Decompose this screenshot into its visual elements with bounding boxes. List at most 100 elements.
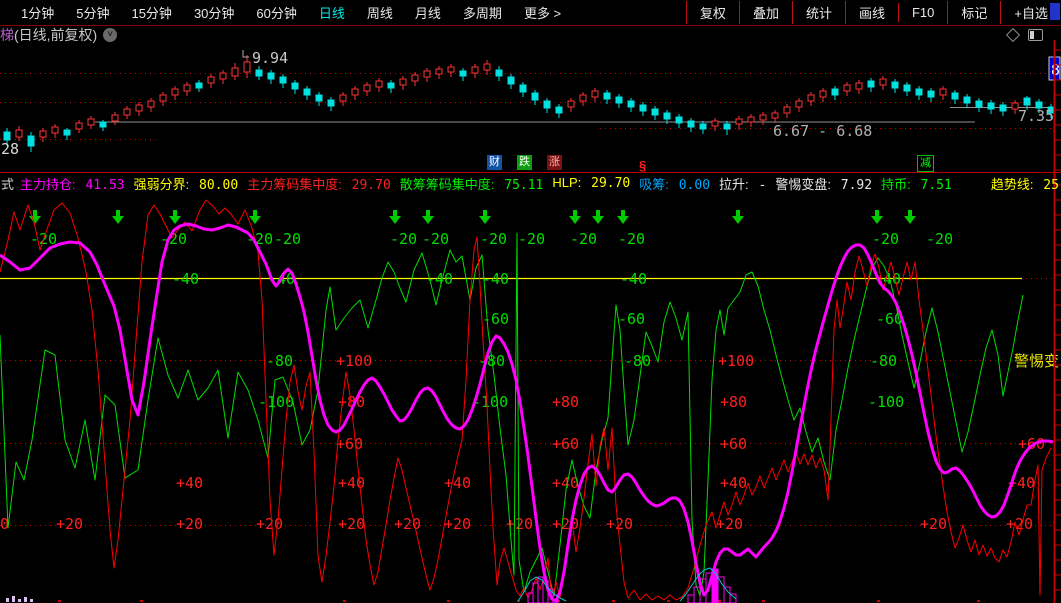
svg-text:+20: +20 <box>56 515 83 533</box>
period-tab-60分钟[interactable]: 60分钟 <box>256 6 297 21</box>
svg-text:+40: +40 <box>338 474 365 492</box>
svg-text:28: 28 <box>1 140 19 158</box>
svg-text:-100: -100 <box>258 393 294 411</box>
svg-text:-20: -20 <box>872 230 899 248</box>
signal-badge-跌: 跌 <box>517 155 532 170</box>
svg-text:-60: -60 <box>618 310 645 328</box>
svg-text:-20: -20 <box>618 230 645 248</box>
svg-text:+60: +60 <box>552 435 579 453</box>
svg-text:-40: -40 <box>426 270 453 288</box>
svg-text:-20: -20 <box>480 230 507 248</box>
signal-icon: § <box>639 158 647 173</box>
period-tabs: 1分钟 5分钟 15分钟 30分钟 60分钟 日线 周线 月线 多周期 更多 > <box>0 3 572 22</box>
svg-text:+100: +100 <box>336 352 372 370</box>
toolbar-button-统计[interactable]: 统计 <box>791 1 845 24</box>
svg-text:-40: -40 <box>482 270 509 288</box>
param-拉升: 拉升: - <box>719 176 767 192</box>
svg-text:+20: +20 <box>394 515 421 533</box>
svg-text:+80: +80 <box>552 393 579 411</box>
param-吸筹: 吸筹: 0.00 <box>639 176 711 192</box>
svg-text:-80: -80 <box>870 352 897 370</box>
svg-text:+40: +40 <box>552 474 579 492</box>
signal-badge-涨: 涨 <box>547 155 562 170</box>
svg-text:+20: +20 <box>1006 515 1033 533</box>
svg-text:-20: -20 <box>246 230 273 248</box>
chevron-down-icon[interactable]: ˅ <box>103 28 118 42</box>
stock-name: 梯 <box>0 27 14 43</box>
svg-text:+20: +20 <box>920 515 947 533</box>
svg-text:-20: -20 <box>518 230 545 248</box>
diamond-icon[interactable] <box>1005 27 1021 43</box>
layout-panel-icon[interactable] <box>1028 29 1043 41</box>
period-tab-1分钟[interactable]: 1分钟 <box>21 6 55 21</box>
svg-text:-20: -20 <box>390 230 417 248</box>
param-趋势线: 趋势线: 25.91 <box>990 176 1061 192</box>
svg-text:6.67 - 6.68: 6.67 - 6.68 <box>773 122 872 140</box>
svg-text:-60: -60 <box>876 310 903 328</box>
svg-text:+80: +80 <box>720 393 747 411</box>
indicator-parameter-row: 式主力持仓: 41.53 强弱分界: 80.00 主力筹码集中度: 29.70 散筹筹… <box>0 175 1061 191</box>
param-警惕变盘: 警惕变盘: 7.92 <box>775 176 873 192</box>
svg-text:+20: +20 <box>716 515 743 533</box>
toolbar-button-自选[interactable]: +自选 <box>1000 1 1061 24</box>
svg-text:-40: -40 <box>620 270 647 288</box>
param-强弱分界: 强弱分界: 80.00 <box>133 176 239 192</box>
period-tab-多周期[interactable]: 多周期 <box>462 6 502 21</box>
svg-text:+60: +60 <box>720 435 747 453</box>
svg-text:0: 0 <box>0 515 9 533</box>
svg-text:-100: -100 <box>868 393 904 411</box>
svg-text:+40: +40 <box>444 474 471 492</box>
period-tab-周线[interactable]: 周线 <box>366 6 393 21</box>
svg-text:-20: -20 <box>274 230 301 248</box>
svg-text:+20: +20 <box>176 515 203 533</box>
svg-text:-20: -20 <box>926 230 953 248</box>
svg-text:+60: +60 <box>336 435 363 453</box>
svg-text:+20: +20 <box>606 515 633 533</box>
title-icons <box>1005 27 1043 43</box>
svg-text:+20: +20 <box>338 515 365 533</box>
svg-text:+20: +20 <box>444 515 471 533</box>
svg-text:+40: +40 <box>720 474 747 492</box>
svg-text:+40: +40 <box>176 474 203 492</box>
svg-text:8: 8 <box>1051 61 1060 79</box>
svg-text:-60: -60 <box>482 310 509 328</box>
toolbar-button-画线[interactable]: 画线 <box>844 1 898 24</box>
signal-badge-财: 财 <box>487 155 502 170</box>
svg-text:+60: +60 <box>1018 435 1045 453</box>
svg-text:7.35 -: 7.35 - <box>1018 107 1061 125</box>
svg-text:9.94: 9.94 <box>252 49 288 67</box>
svg-text:-80: -80 <box>624 352 651 370</box>
toolbar-button-叠加[interactable]: 叠加 <box>738 1 792 24</box>
svg-text:-20: -20 <box>422 230 449 248</box>
toolbar-button-F10[interactable]: F10 <box>897 3 947 22</box>
svg-text:+100: +100 <box>718 352 754 370</box>
svg-text:+40: +40 <box>1008 474 1035 492</box>
corner-indicator <box>1050 3 1060 20</box>
period-tab-15分钟[interactable]: 15分钟 <box>131 6 172 21</box>
param-持币: 持币: 7.51 <box>881 176 952 192</box>
param-主力筹码集中度: 主力筹码集中度: 29.70 <box>247 176 391 192</box>
svg-text:+20: +20 <box>552 515 579 533</box>
param-HLP: HLP: 29.70 <box>552 175 631 191</box>
title-bar: 梯 (日线,前复权) ˅ <box>0 26 1061 44</box>
svg-text:+20: +20 <box>256 515 283 533</box>
svg-text:警惕变: 警惕变 <box>1014 352 1059 370</box>
param-散筹筹码集中度: 散筹筹码集中度: 75.11 <box>399 176 544 192</box>
svg-text:-100: -100 <box>472 393 508 411</box>
svg-text:-80: -80 <box>266 352 293 370</box>
toolbar-button-复权[interactable]: 复权 <box>685 1 739 24</box>
param-主力持仓: 主力持仓: 41.53 <box>20 176 125 192</box>
period-tab-日线[interactable]: 日线 <box>318 6 345 21</box>
param-row-prefix: 式 <box>1 176 15 192</box>
period-tab-更多[interactable]: 更多 > <box>523 6 562 21</box>
signal-badge-减: 减 <box>917 155 934 172</box>
period-tab-30分钟[interactable]: 30分钟 <box>193 6 235 21</box>
menu-bar: 1分钟 5分钟 15分钟 30分钟 60分钟 日线 周线 月线 多周期 更多 > 复权 叠加 统计 画线… <box>0 0 1061 26</box>
period-tab-5分钟[interactable]: 5分钟 <box>76 6 110 21</box>
period-tab-月线[interactable]: 月线 <box>414 6 441 21</box>
chart-mode-label: (日线,前复权) <box>14 27 98 43</box>
svg-text:-20: -20 <box>570 230 597 248</box>
toolbar-button-标记[interactable]: 标记 <box>947 1 1000 24</box>
